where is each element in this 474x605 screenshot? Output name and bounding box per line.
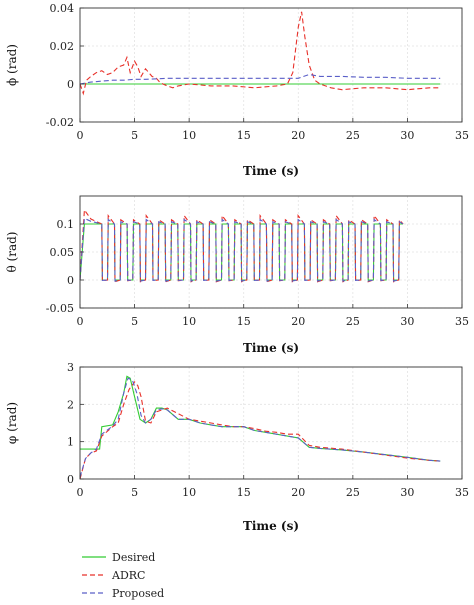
x-tick-label: 30 [400,315,414,328]
x-tick-label: 5 [131,486,138,499]
x-tick-label: 0 [77,486,84,499]
x-tick-label: 15 [237,315,251,328]
x-axis-label: Time (s) [243,519,299,533]
x-tick-label: 0 [77,315,84,328]
legend-label-desired: Desired [112,551,155,564]
plot-frame [79,7,463,123]
series-line-adrc [79,11,441,96]
x-tick-label: 15 [237,129,251,142]
x-tick-label: 25 [346,315,360,328]
x-tick-label: 20 [291,129,305,142]
x-axis-label: Time (s) [243,341,299,355]
x-tick-label: 0 [77,129,84,142]
y-tick-label: 0.1 [57,218,75,231]
y-tick-label: 0 [67,473,74,486]
series-line-adrc [79,208,404,283]
x-tick-label: 5 [131,129,138,142]
y-tick-label: 0.04 [50,2,75,15]
x-tick-label: 10 [182,315,196,328]
y-tick-label: 3 [67,361,74,374]
y-axis-label: ϕ (rad) [5,44,19,86]
y-axis-label: φ (rad) [5,402,19,444]
x-tick-label: 15 [237,486,251,499]
series-line-desired [80,375,441,462]
y-tick-label: 0.05 [50,246,75,259]
series-line-adrc [79,381,441,480]
y-tick-label: -0.05 [46,302,74,315]
y-tick-label: 0 [67,274,74,287]
x-tick-label: 10 [182,486,196,499]
x-tick-label: 5 [131,315,138,328]
x-axis-label: Time (s) [243,164,299,178]
series-line-proposed [79,73,441,85]
y-tick-label: 2 [67,398,74,411]
x-tick-label: 10 [182,129,196,142]
y-tick-label: 1 [67,436,74,449]
plot-frame [79,366,463,480]
legend-label-proposed: Proposed [112,587,164,600]
chart-panel-3: 0 5 10 15 20 25 30 35 0 1 2 3 Time (s) φ (rad) [5,361,469,533]
x-tick-label: 25 [346,486,360,499]
x-tick-label: 20 [291,315,305,328]
x-tick-label: 30 [400,129,414,142]
x-tick-label: 35 [455,486,469,499]
x-tick-label: 25 [346,129,360,142]
y-tick-label: -0.02 [46,116,74,129]
legend-label-adrc: ADRC [111,569,145,582]
y-tick-label: 0.02 [50,40,75,53]
x-tick-label: 30 [400,486,414,499]
series-line-proposed [79,377,441,478]
x-tick-label: 35 [455,315,469,328]
legend: Desired ADRC Proposed [82,551,164,600]
y-axis-label: θ (rad) [5,232,19,273]
y-tick-label: 0 [67,78,74,91]
x-tick-label: 20 [291,486,305,499]
x-tick-label: 35 [455,129,469,142]
series-line-proposed [79,217,404,282]
